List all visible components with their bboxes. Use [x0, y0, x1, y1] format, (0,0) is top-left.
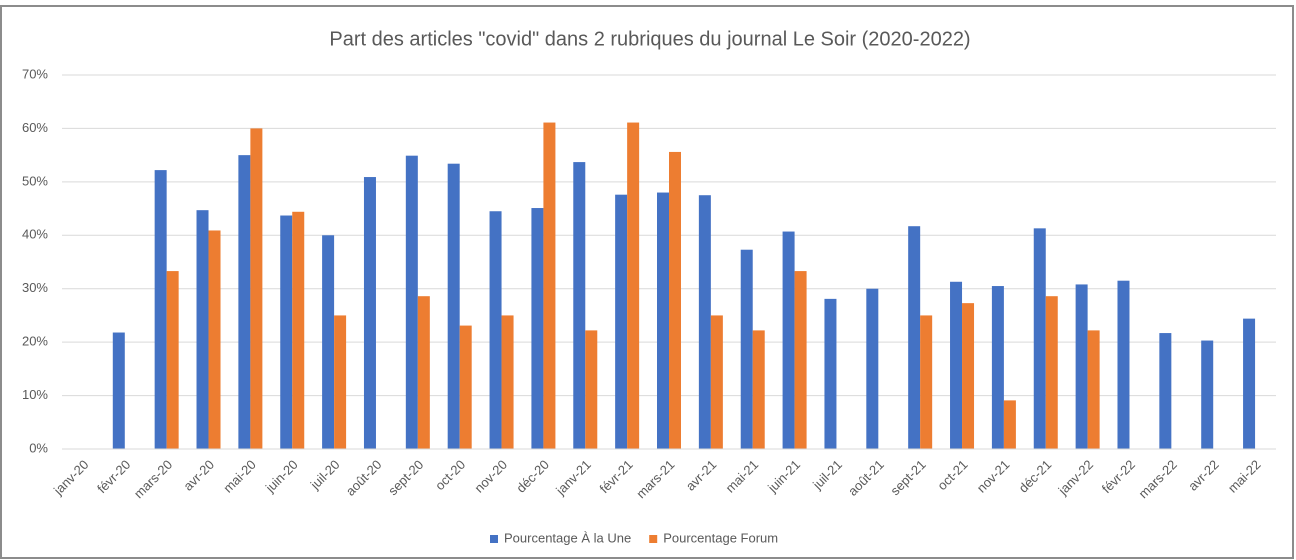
- bar: [1033, 228, 1046, 449]
- y-tick-label: 10%: [22, 387, 48, 402]
- bar: [991, 286, 1004, 449]
- bar: [501, 315, 514, 449]
- bar: [196, 210, 209, 449]
- bar: [782, 231, 795, 449]
- chart-title: Part des articles "covid" dans 2 rubriqu…: [329, 28, 970, 50]
- bar: [740, 249, 753, 449]
- bar: [1075, 284, 1088, 449]
- y-tick-label: 20%: [22, 334, 48, 349]
- bar: [615, 194, 628, 449]
- bar: [154, 170, 167, 450]
- bar: [1045, 296, 1058, 449]
- legend-swatch: [649, 535, 658, 543]
- bar: [794, 271, 807, 449]
- bar: [250, 128, 263, 449]
- bar: [238, 155, 251, 449]
- bar: [752, 330, 765, 449]
- y-tick-label: 60%: [22, 120, 48, 135]
- bar: [824, 298, 837, 449]
- bar: [1243, 318, 1256, 449]
- bar: [573, 162, 586, 450]
- bar: [166, 271, 179, 449]
- bar: [627, 122, 640, 450]
- bar: [962, 303, 975, 449]
- bar: [459, 325, 472, 449]
- bar: [322, 235, 335, 449]
- bar: [1087, 330, 1100, 449]
- bar: [280, 215, 293, 449]
- bar: [447, 163, 460, 450]
- bar: [405, 155, 418, 450]
- bar: [698, 195, 711, 449]
- bar: [334, 315, 347, 449]
- bar: [710, 315, 723, 449]
- y-tick-label: 0%: [29, 440, 48, 455]
- bar: [112, 332, 125, 449]
- bar: [417, 296, 430, 449]
- bar: [585, 330, 598, 449]
- bar: [1201, 340, 1214, 449]
- bar: [208, 230, 221, 449]
- bar: [657, 192, 669, 450]
- legend-label: Pourcentage À la Une: [504, 530, 631, 545]
- bar: [531, 208, 544, 449]
- legend-swatch: [490, 535, 498, 543]
- y-tick-label: 30%: [22, 280, 48, 295]
- bar: [363, 177, 376, 449]
- bar: [1159, 333, 1172, 449]
- bar: [920, 315, 933, 449]
- bar: [1003, 400, 1016, 449]
- bar: [908, 226, 921, 449]
- y-tick-label: 50%: [22, 173, 48, 188]
- bar: [489, 211, 502, 449]
- y-tick-label: 40%: [22, 227, 48, 242]
- bar: [950, 281, 963, 449]
- bar: [1117, 280, 1130, 449]
- legend-label: Pourcentage Forum: [663, 530, 778, 545]
- bar: [543, 122, 556, 450]
- bar: [866, 288, 879, 449]
- bar: [292, 211, 305, 449]
- y-tick-label: 70%: [22, 66, 48, 81]
- bar: [669, 151, 681, 450]
